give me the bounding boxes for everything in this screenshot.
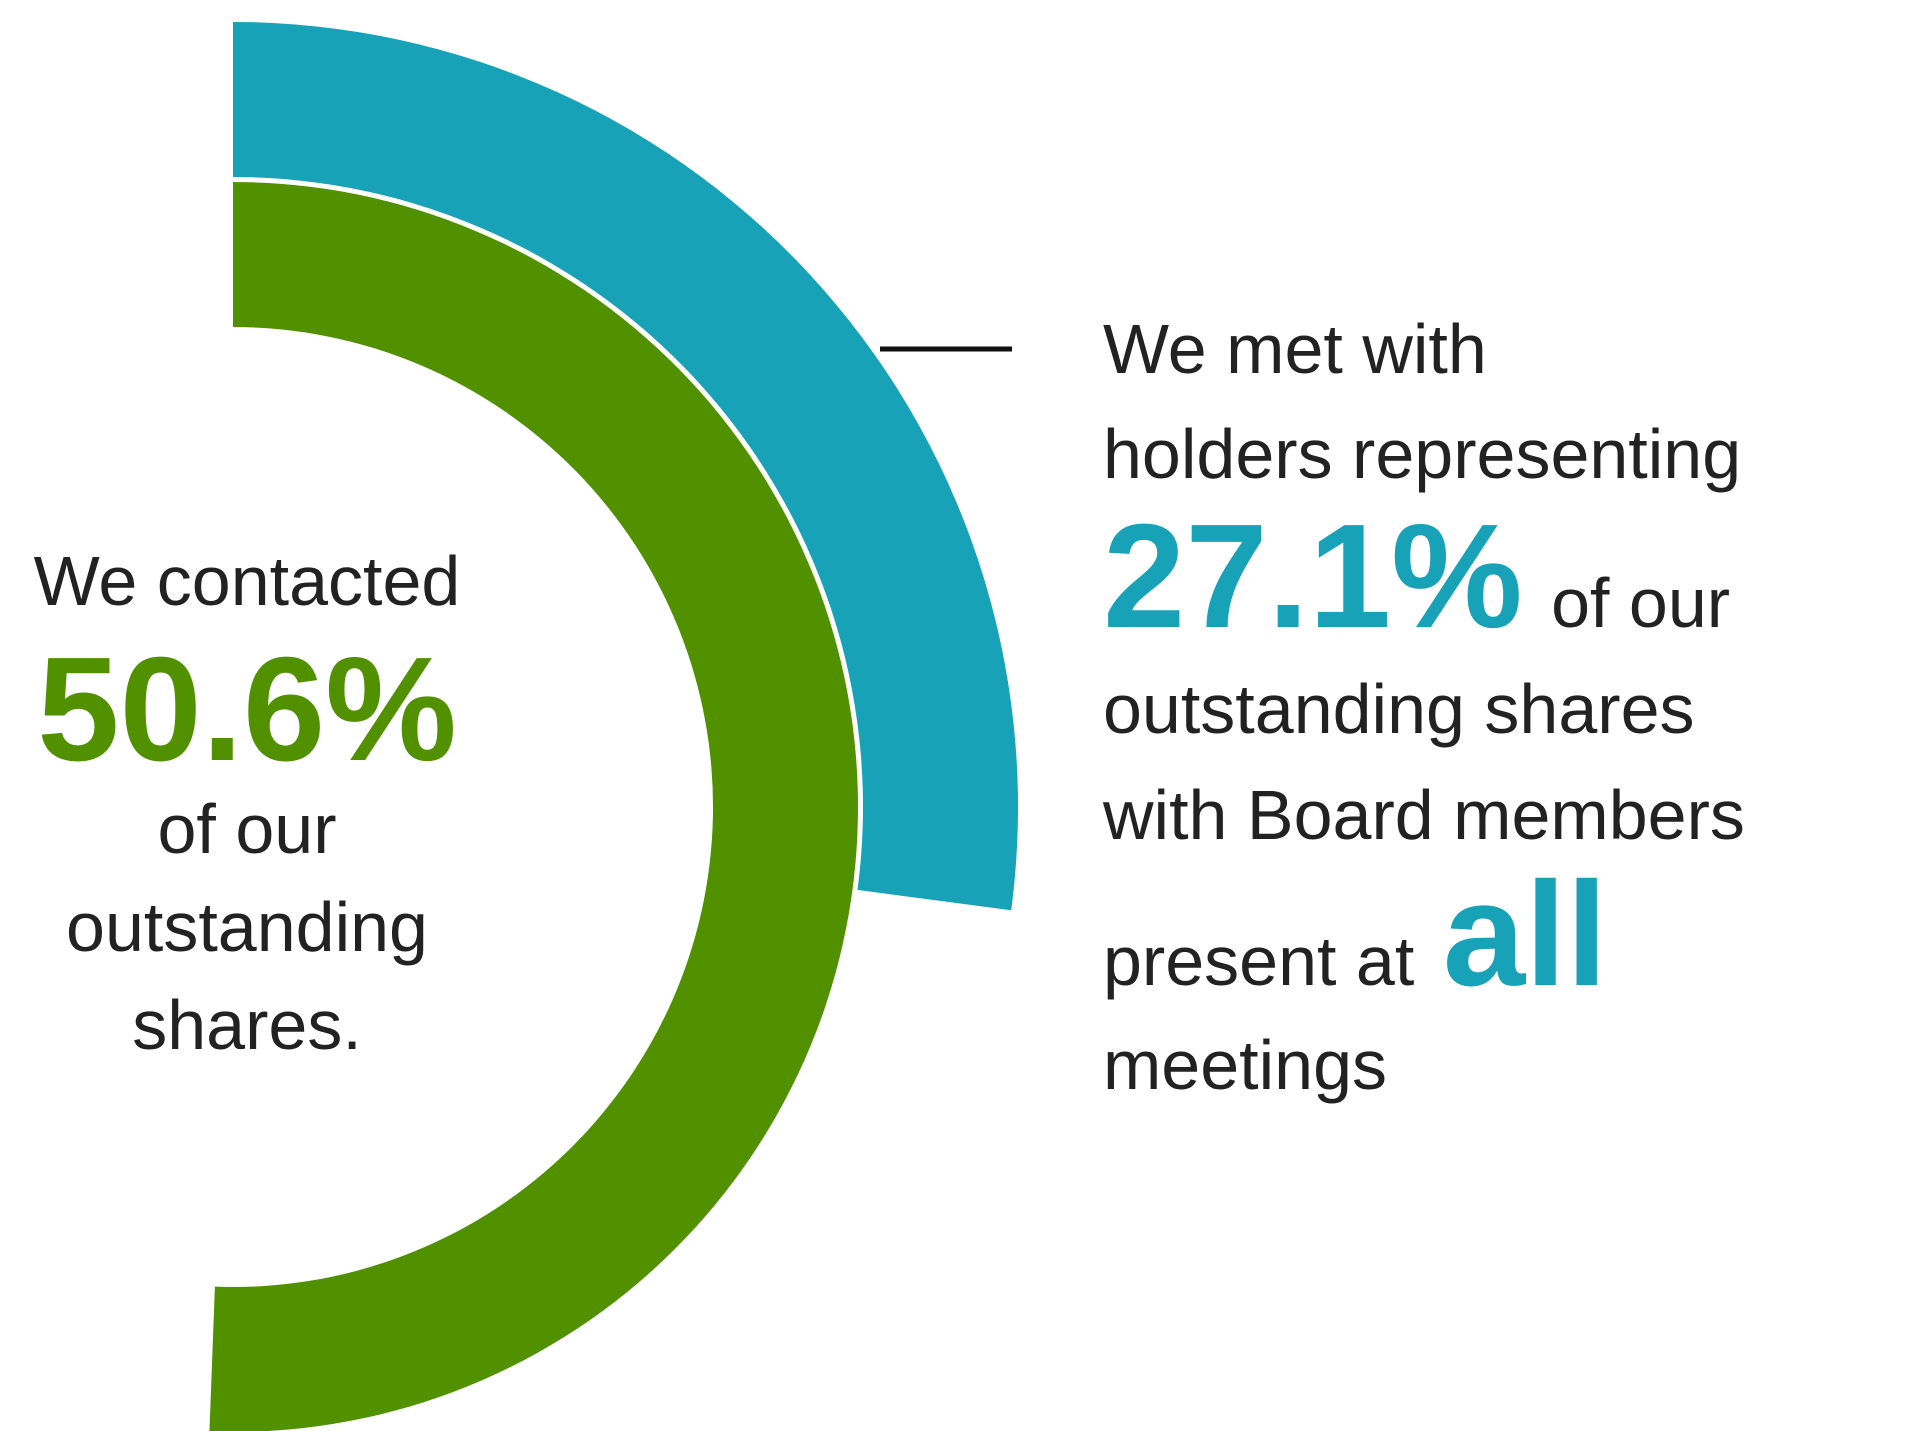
arc-contacted bbox=[209, 182, 858, 1431]
right-callout-line6: meetings bbox=[1103, 1026, 1387, 1104]
left-callout-line1: We contacted bbox=[34, 542, 461, 620]
right-callout-emphasis: all bbox=[1443, 852, 1608, 1017]
right-callout-value-line: 27.1% of our bbox=[1103, 494, 1730, 659]
right-callout-line5-prefix: present at bbox=[1103, 922, 1414, 1000]
left-callout-line3: outstanding bbox=[66, 888, 428, 966]
right-callout: We met with holders representing 27.1% o… bbox=[1102, 310, 1745, 1104]
donut-arcs bbox=[209, 22, 1019, 1431]
left-callout-value: 50.6% bbox=[37, 627, 457, 792]
left-callout-line4: shares. bbox=[132, 986, 362, 1064]
right-callout-value: 27.1% bbox=[1103, 494, 1523, 659]
right-callout-line4: with Board members bbox=[1102, 776, 1745, 854]
right-callout-line3: outstanding shares bbox=[1103, 670, 1695, 748]
left-callout-line2: of our bbox=[158, 790, 337, 868]
right-callout-line2: holders representing bbox=[1103, 415, 1741, 493]
right-callout-value-suffix: of our bbox=[1551, 564, 1730, 642]
right-callout-line1: We met with bbox=[1103, 310, 1487, 388]
arc-met bbox=[233, 22, 1019, 911]
left-callout: We contacted 50.6% of our outstanding sh… bbox=[34, 542, 461, 1064]
right-callout-emphasis-line: present at all bbox=[1103, 852, 1607, 1017]
